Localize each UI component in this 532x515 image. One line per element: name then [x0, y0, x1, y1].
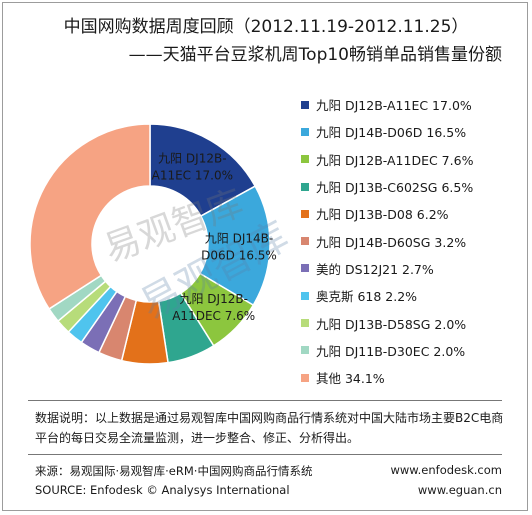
legend-label: 九阳 DJ14B-D60SG 3.2%	[316, 234, 467, 250]
chart-legend: 九阳 DJ12B-A11EC 17.0% 九阳 DJ14B-D06D 16.5% 九…	[301, 91, 527, 391]
chart-title-line1: 中国网购数据周度回顾（2012.11.19-2012.11.25）	[63, 17, 469, 37]
legend-label: 奥克斯 618 2.2%	[316, 289, 418, 305]
legend-swatch	[301, 100, 309, 109]
legend-swatch	[301, 373, 309, 382]
slice-labels: 九阳 DJ12B-A11EC 17.0% 九阳 DJ14B-D06D 16.5% 九…	[152, 152, 277, 323]
legend-label: 九阳 DJ11B-D30EC 2.0%	[316, 343, 466, 359]
legend-swatch	[301, 182, 309, 191]
legend-item-2: 九阳 DJ14B-D06D 16.5%	[301, 118, 527, 145]
legend-swatch	[301, 237, 309, 246]
legend-item-11: 其他 34.1%	[301, 364, 527, 391]
legend-item-10: 九阳 DJ11B-D30EC 2.0%	[301, 337, 527, 364]
divider-bottom	[28, 454, 502, 455]
legend-item-6: 九阳 DJ14B-D60SG 3.2%	[301, 227, 527, 254]
legend-swatch	[301, 209, 309, 218]
divider-top	[28, 400, 502, 401]
legend-item-7: 美的 DS12J21 2.7%	[301, 255, 527, 282]
legend-swatch	[301, 264, 309, 273]
legend-item-9: 九阳 DJ13B-D58SG 2.0%	[301, 309, 527, 336]
legend-swatch	[301, 155, 309, 164]
legend-item-4: 九阳 DJ13B-C602SG 6.5%	[301, 173, 527, 200]
donut-chart: 易观智库 易观智库 九阳 DJ12B-A11EC 17.0%九阳 DJ14B-D…	[29, 123, 296, 365]
slice-label-1: 九阳 DJ12B-A11EC 17.0%	[152, 152, 233, 183]
legend-label: 九阳 DJ13B-D08 6.2%	[316, 207, 449, 223]
url-enfodesk[interactable]: www.enfodesk.com	[390, 463, 502, 477]
legend-swatch	[301, 319, 309, 328]
legend-item-1: 九阳 DJ12B-A11EC 17.0%	[301, 91, 527, 118]
legend-label: 九阳 DJ12B-A11DEC 7.6%	[316, 152, 474, 168]
slice-11	[29, 123, 151, 310]
slice-label-2: 九阳 DJ14B-D06D 16.5%	[201, 231, 277, 262]
legend-label: 九阳 DJ13B-D58SG 2.0%	[316, 316, 467, 332]
legend-label: 美的 DS12J21 2.7%	[316, 261, 434, 277]
legend-swatch	[301, 127, 309, 136]
legend-item-5: 九阳 DJ13B-D08 6.2%	[301, 200, 527, 227]
legend-label: 九阳 DJ12B-A11EC 17.0%	[316, 98, 472, 114]
legend-item-8: 奥克斯 618 2.2%	[301, 282, 527, 309]
legend-label: 九阳 DJ13B-C602SG 6.5%	[316, 180, 474, 196]
legend-label: 其他 34.1%	[316, 371, 385, 387]
slice-label-3: 九阳 DJ12B-A11DEC 7.6%	[172, 292, 255, 323]
chart-title-line2: ——天猫平台豆浆机周Top10畅销单品销售量份额	[128, 45, 502, 65]
legend-swatch	[301, 346, 309, 355]
legend-swatch	[301, 291, 309, 300]
legend-label: 九阳 DJ14B-D06D 16.5%	[316, 125, 467, 141]
donut-slices	[29, 123, 271, 365]
url-eguan[interactable]: www.eguan.cn	[417, 483, 502, 497]
data-note: 数据说明：以上数据是通过易观智库中国网购商品行情系统对中国大陆市场主要B2C电商…	[35, 411, 504, 445]
legend-item-3: 九阳 DJ12B-A11DEC 7.6%	[301, 146, 527, 173]
chart-frame	[2, 2, 528, 511]
source-en: SOURCE: Enfodesk © Analysys Internationa…	[35, 483, 290, 497]
slice-1	[149, 123, 257, 218]
source-cn: 来源：易观国际·易观智库·eRM·中国网购商品行情系统	[35, 464, 313, 478]
